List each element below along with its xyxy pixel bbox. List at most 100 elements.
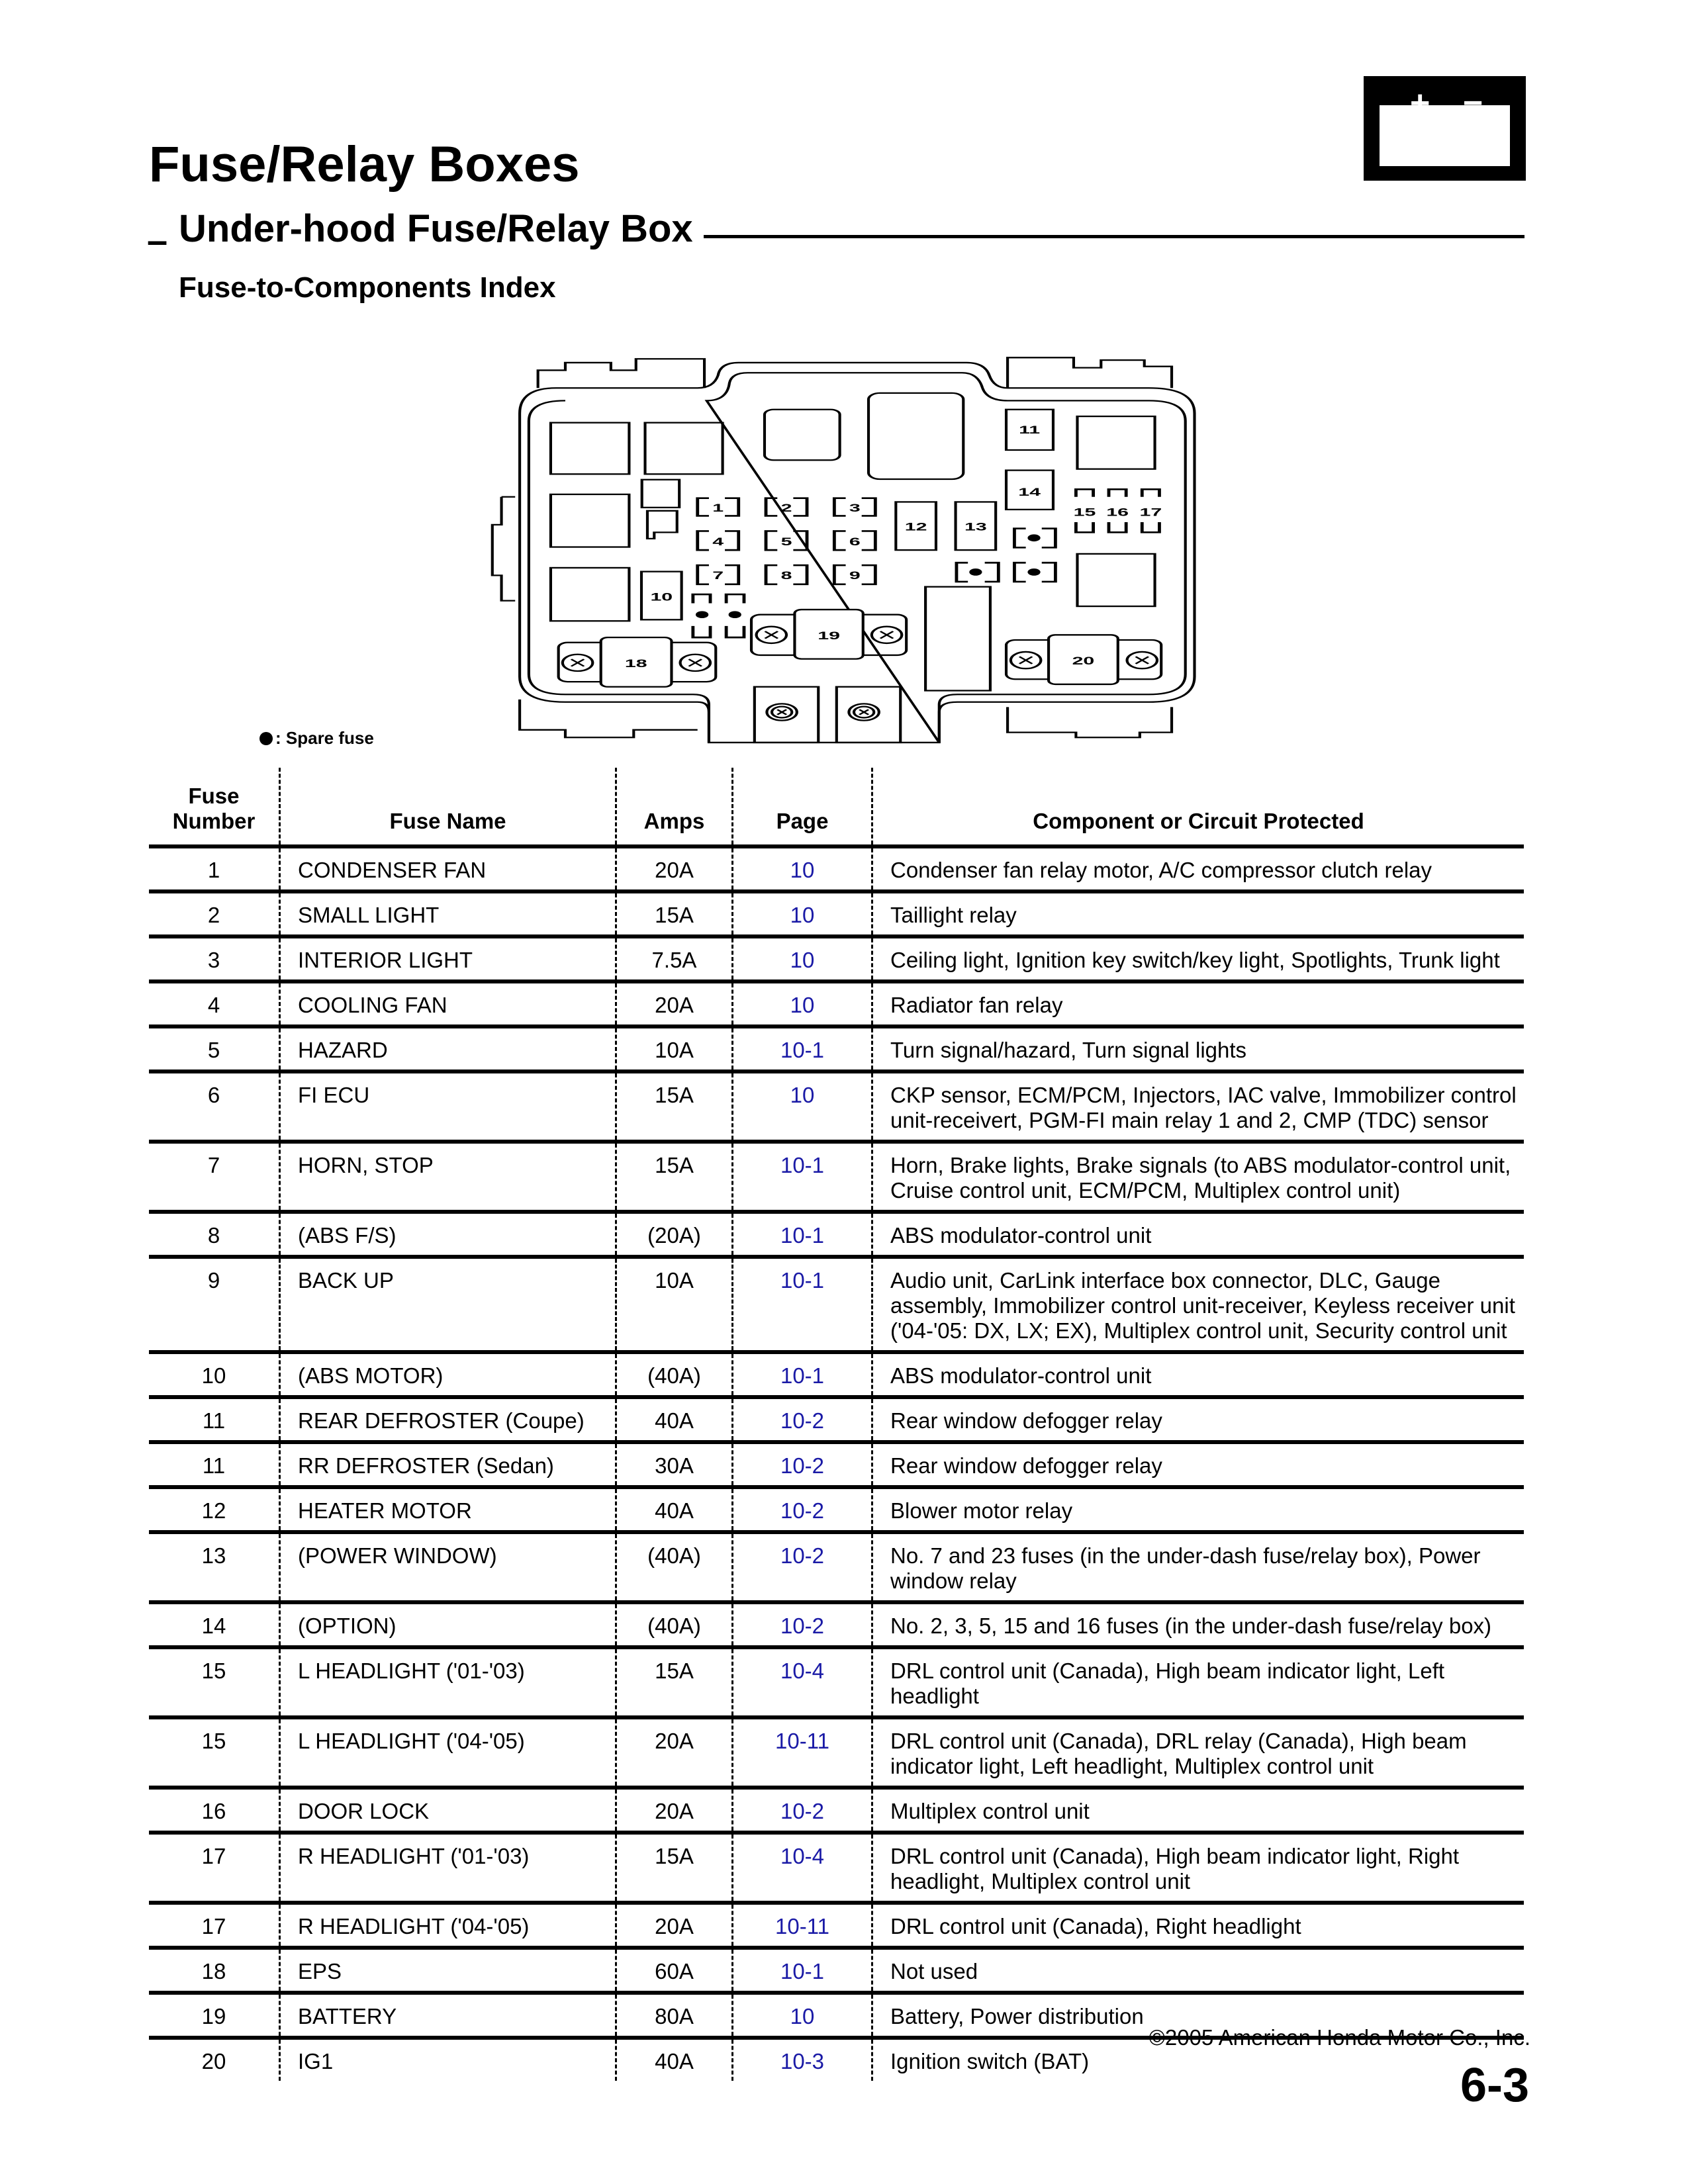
component-protected: Blower motor relay xyxy=(871,1487,1524,1534)
fuse-name: (OPTION) xyxy=(279,1602,616,1649)
page-link[interactable]: 10 xyxy=(731,981,872,1028)
fuse-number: 10 xyxy=(149,1352,280,1399)
fuse-label-2: 2 xyxy=(781,502,792,515)
fuse-amps: 20A xyxy=(615,846,733,893)
component-protected: Taillight relay xyxy=(871,891,1524,938)
component-protected: DRL control unit (Canada), DRL relay (Ca… xyxy=(871,1717,1524,1790)
page-link[interactable]: 10-1 xyxy=(731,1026,872,1073)
component-protected: Rear window defogger relay xyxy=(871,1442,1524,1489)
fuse-number: 11 xyxy=(149,1397,280,1444)
fuse-label-7: 7 xyxy=(712,570,724,582)
fuse-name: IG1 xyxy=(279,2038,616,2081)
fuse-number: 15 xyxy=(149,1647,280,1719)
table-row: 8 (ABS F/S) (20A) 10-1 ABS modulator-control… xyxy=(149,1212,1524,1259)
table-row: 11 RR DEFROSTER (Sedan) 30A 10-2 Rear window… xyxy=(149,1442,1524,1489)
fuse-name: (ABS MOTOR) xyxy=(279,1352,616,1399)
component-protected: Multiplex control unit xyxy=(871,1788,1524,1835)
component-protected: No. 2, 3, 5, 15 and 16 fuses (in the und… xyxy=(871,1602,1524,1649)
fuse-label-16: 16 xyxy=(1106,506,1129,519)
fuse-number: 17 xyxy=(149,1833,280,1905)
fuse-name: HAZARD xyxy=(279,1026,616,1073)
page-link[interactable]: 10-2 xyxy=(731,1442,872,1489)
page-link[interactable]: 10-11 xyxy=(731,1717,872,1790)
page-link[interactable]: 10-2 xyxy=(731,1532,872,1604)
page-link[interactable]: 10-1 xyxy=(731,1948,872,1995)
component-protected: Rear window defogger relay xyxy=(871,1397,1524,1444)
fuse-name: FI ECU xyxy=(279,1071,616,1144)
table-row: 15 L HEADLIGHT ('01-'03) 15A 10-4 DRL contro… xyxy=(149,1647,1524,1719)
spare-fuse-legend-text: : Spare fuse xyxy=(275,728,374,748)
fuse-number: 5 xyxy=(149,1026,280,1073)
header-fuse-name: Fuse Name xyxy=(279,768,616,848)
page-link[interactable]: 10-2 xyxy=(731,1602,872,1649)
page-link[interactable]: 10-4 xyxy=(731,1647,872,1719)
table-row: 17 R HEADLIGHT ('01-'03) 15A 10-4 DRL contro… xyxy=(149,1833,1524,1905)
table-row: 3 INTERIOR LIGHT 7.5A 10 Ceiling light, Igni… xyxy=(149,936,1524,983)
battery-minus: − xyxy=(1463,84,1483,122)
fuse-label-15: 15 xyxy=(1074,506,1096,519)
fuse-name: (POWER WINDOW) xyxy=(279,1532,616,1604)
page-link[interactable]: 10-1 xyxy=(731,1352,872,1399)
component-protected: ABS modulator-control unit xyxy=(871,1352,1524,1399)
fuse-number: 14 xyxy=(149,1602,280,1649)
fuse-name: SMALL LIGHT xyxy=(279,891,616,938)
fuse-label-20: 20 xyxy=(1072,655,1095,668)
table-row: 1 CONDENSER FAN 20A 10 Condenser fan relay m… xyxy=(149,846,1524,893)
page-link[interactable]: 10 xyxy=(731,1071,872,1144)
fuse-number: 18 xyxy=(149,1948,280,1995)
table-row: 2 SMALL LIGHT 15A 10 Taillight relay xyxy=(149,891,1524,938)
subtitle-rule xyxy=(704,235,1524,238)
page-link[interactable]: 10 xyxy=(731,846,872,893)
component-protected: Horn, Brake lights, Brake signals (to AB… xyxy=(871,1142,1524,1214)
component-protected: Radiator fan relay xyxy=(871,981,1524,1028)
fuse-name: RR DEFROSTER (Sedan) xyxy=(279,1442,616,1489)
fuse-number: 17 xyxy=(149,1903,280,1950)
page-link[interactable]: 10-1 xyxy=(731,1142,872,1214)
page-link[interactable]: 10-1 xyxy=(731,1212,872,1259)
fuse-amps: 10A xyxy=(615,1257,733,1354)
table-row: 15 L HEADLIGHT ('04-'05) 20A 10-11 DRL contr… xyxy=(149,1717,1524,1790)
page-link[interactable]: 10-1 xyxy=(731,1257,872,1354)
page-link[interactable]: 10 xyxy=(731,1993,872,2040)
fuse-label-3: 3 xyxy=(849,502,861,515)
fuse-index-table: Fuse Number Fuse Name Amps Page Component or… xyxy=(149,768,1524,2081)
page-link[interactable]: 10-4 xyxy=(731,1833,872,1905)
table-row: 14 (OPTION) (40A) 10-2 No. 2, 3, 5, 15 and 1… xyxy=(149,1602,1524,1649)
table-row: 11 REAR DEFROSTER (Coupe) 40A 10-2 Rear wind… xyxy=(149,1397,1524,1444)
fuse-amps: 15A xyxy=(615,1142,733,1214)
fuse-amps: (40A) xyxy=(615,1532,733,1604)
table-row: 12 HEATER MOTOR 40A 10-2 Blower motor relay xyxy=(149,1487,1524,1534)
fuse-number: 9 xyxy=(149,1257,280,1354)
fuse-amps: 20A xyxy=(615,1903,733,1950)
fuse-amps: 15A xyxy=(615,1071,733,1144)
fuse-number: 1 xyxy=(149,846,280,893)
component-protected: ABS modulator-control unit xyxy=(871,1212,1524,1259)
page-link[interactable]: 10 xyxy=(731,891,872,938)
fuse-amps: 60A xyxy=(615,1948,733,1995)
fuse-number: 19 xyxy=(149,1993,280,2040)
component-protected: DRL control unit (Canada), High beam ind… xyxy=(871,1647,1524,1719)
page-link[interactable]: 10-2 xyxy=(731,1487,872,1534)
page-link[interactable]: 10-2 xyxy=(731,1788,872,1835)
fuse-number: 16 xyxy=(149,1788,280,1835)
component-protected: DRL control unit (Canada), High beam ind… xyxy=(871,1833,1524,1905)
fuse-amps: 20A xyxy=(615,1788,733,1835)
header-amps: Amps xyxy=(615,768,733,848)
page-link[interactable]: 10-11 xyxy=(731,1903,872,1950)
fuse-label-9: 9 xyxy=(849,570,861,582)
fuse-name: R HEADLIGHT ('01-'03) xyxy=(279,1833,616,1905)
page-link[interactable]: 10-2 xyxy=(731,1397,872,1444)
spare-fuse-dot-icon xyxy=(259,732,273,745)
fuse-amps: (20A) xyxy=(615,1212,733,1259)
page-link[interactable]: 10-3 xyxy=(731,2038,872,2081)
component-protected: DRL control unit (Canada), Right headlig… xyxy=(871,1903,1524,1950)
fuse-amps: 15A xyxy=(615,1833,733,1905)
fuse-amps: 7.5A xyxy=(615,936,733,983)
fuse-number: 13 xyxy=(149,1532,280,1604)
fuse-name: (ABS F/S) xyxy=(279,1212,616,1259)
fuse-amps: 40A xyxy=(615,1397,733,1444)
page-link[interactable]: 10 xyxy=(731,936,872,983)
fuse-label-19: 19 xyxy=(818,629,840,642)
component-protected: CKP sensor, ECM/PCM, Injectors, IAC valv… xyxy=(871,1071,1524,1144)
fuse-amps: 20A xyxy=(615,981,733,1028)
